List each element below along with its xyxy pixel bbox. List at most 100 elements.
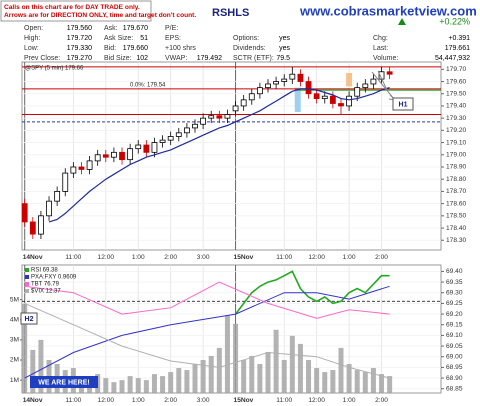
volume-bar: [338, 347, 344, 393]
quote-value: 179.330: [67, 45, 92, 52]
quote-value: 179.270: [67, 55, 92, 62]
legend-swatch: [25, 289, 29, 293]
candle-body: [119, 151, 125, 161]
note-box: [0, 0, 152, 22]
volume-bar: [281, 359, 287, 393]
y-tick-label: 69.35: [446, 279, 463, 286]
quote-value: 54,447,932: [435, 55, 470, 62]
arrow: [377, 70, 388, 91]
y-tick-label: 179.20: [446, 127, 467, 134]
volume-bar: [216, 347, 222, 393]
y-tick-label: 178.50: [446, 213, 467, 220]
volume-bar: [387, 376, 393, 393]
y-tick-label: 68.85: [446, 385, 463, 392]
quote-value: 102: [136, 55, 148, 62]
percent-change: +0.22%: [439, 16, 470, 26]
quote-label: Options:: [233, 35, 259, 42]
volume-bar: [111, 382, 117, 393]
candle-body: [346, 95, 352, 107]
up-arrow-icon: [398, 18, 406, 25]
candle-body: [208, 115, 215, 119]
quote-value: 179.492: [197, 55, 222, 62]
y-tick-label: 179.30: [446, 115, 467, 122]
volume-bar: [160, 376, 166, 393]
legend-entry: TBT 76.79: [31, 282, 60, 288]
candle-body: [167, 136, 174, 141]
quote-label: EPS:: [165, 35, 181, 42]
x-tick-label: 2:00: [164, 397, 177, 404]
level-label: 0.0%: 179.54: [130, 82, 166, 88]
candle-body: [151, 142, 158, 153]
volume-bar: [322, 372, 328, 393]
y-tick-label: 179.10: [446, 139, 467, 146]
candle-body: [354, 87, 361, 97]
quote-label: VWAP:: [165, 55, 187, 62]
x-tick-label: 3:00: [197, 254, 210, 261]
y-tick-label: 69.00: [446, 353, 463, 360]
quote-value: 179.670: [123, 25, 148, 32]
symbol-title: RSHLS: [212, 7, 249, 19]
quote-value: 51: [140, 35, 148, 42]
we-are-here-box: [30, 376, 98, 388]
candle-body: [29, 221, 36, 235]
candle-body: [289, 73, 296, 80]
candle-body: [102, 154, 109, 158]
candle-body: [62, 172, 69, 192]
volume-tick-label: 3M: [10, 337, 19, 344]
volume-bar: [192, 364, 198, 393]
x-tick-label: 11:00: [276, 254, 292, 261]
quote-label: Volume:: [373, 55, 398, 62]
x-tick-label: 1:00: [132, 397, 145, 404]
y-tick-label: 69.05: [446, 343, 463, 350]
candle-body: [370, 78, 377, 85]
indicator-line: [24, 285, 390, 379]
quote-label: Low:: [24, 45, 39, 52]
volume-bar: [22, 303, 28, 393]
candle-body: [200, 117, 207, 125]
y-tick-label: 179.70: [446, 66, 467, 73]
x-tick-label: 2:00: [375, 254, 388, 261]
legend-swatch: [25, 282, 29, 286]
candle-body: [386, 71, 393, 75]
x-tick-label: 15Nov: [234, 254, 254, 261]
volume-bar: [306, 359, 312, 393]
plot-area: [21, 264, 442, 394]
y-tick-label: 69.30: [446, 289, 463, 296]
y-tick-label: 178.90: [446, 164, 467, 171]
x-tick-label: 3:00: [197, 397, 210, 404]
volume-bar: [184, 370, 190, 393]
candle-body: [232, 105, 239, 112]
candle-body: [21, 203, 28, 223]
x-tick-label: 12:00: [98, 254, 115, 261]
volume-bar: [257, 364, 263, 393]
volume-bar: [233, 323, 239, 393]
y-tick-label: 69.25: [446, 300, 463, 307]
volume-bar: [273, 329, 279, 393]
candle-body: [281, 78, 288, 82]
panel-title: @SPY (5 min) 179.66: [25, 66, 84, 72]
x-tick-label: 1:00: [343, 254, 356, 261]
candle-body: [329, 95, 336, 104]
candle-body: [240, 99, 247, 107]
candle-body: [78, 166, 85, 170]
x-tick-label: 2:00: [164, 254, 177, 261]
quote-label: Bid Size:: [104, 55, 132, 62]
volume-bar: [208, 355, 214, 393]
volume-bar: [346, 364, 352, 393]
quote-label: Open:: [24, 25, 43, 32]
volume-tick-label: 4M: [10, 316, 19, 323]
quote-value: yes: [279, 45, 290, 52]
volume-bar: [330, 370, 336, 393]
legend-swatch: [25, 268, 29, 272]
volume-bar: [354, 370, 360, 393]
volume-bar: [119, 380, 125, 393]
we-are-here-label: WE ARE HERE!: [38, 379, 89, 386]
volume-tick-label: 1M: [10, 377, 19, 384]
y-tick-label: 69.40: [446, 268, 463, 275]
y-tick-label: 178.40: [446, 225, 467, 232]
quote-label: P/E:: [165, 25, 178, 32]
quote-label: Chg:: [373, 35, 388, 42]
x-tick-label: 2:00: [375, 397, 388, 404]
volume-bar: [168, 372, 174, 393]
